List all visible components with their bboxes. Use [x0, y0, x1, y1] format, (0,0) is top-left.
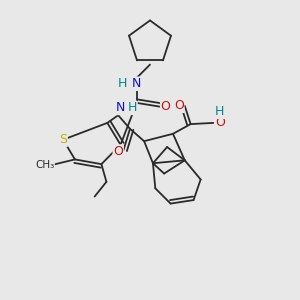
Text: O: O — [113, 145, 123, 158]
Text: H: H — [118, 77, 127, 90]
Text: O: O — [174, 99, 184, 112]
Text: H: H — [215, 105, 224, 118]
Text: N: N — [131, 77, 141, 90]
Text: CH₃: CH₃ — [35, 160, 54, 170]
Text: H: H — [128, 101, 137, 114]
Text: O: O — [215, 116, 225, 129]
Text: O: O — [161, 100, 170, 113]
Text: S: S — [59, 133, 67, 146]
Text: N: N — [116, 101, 125, 114]
